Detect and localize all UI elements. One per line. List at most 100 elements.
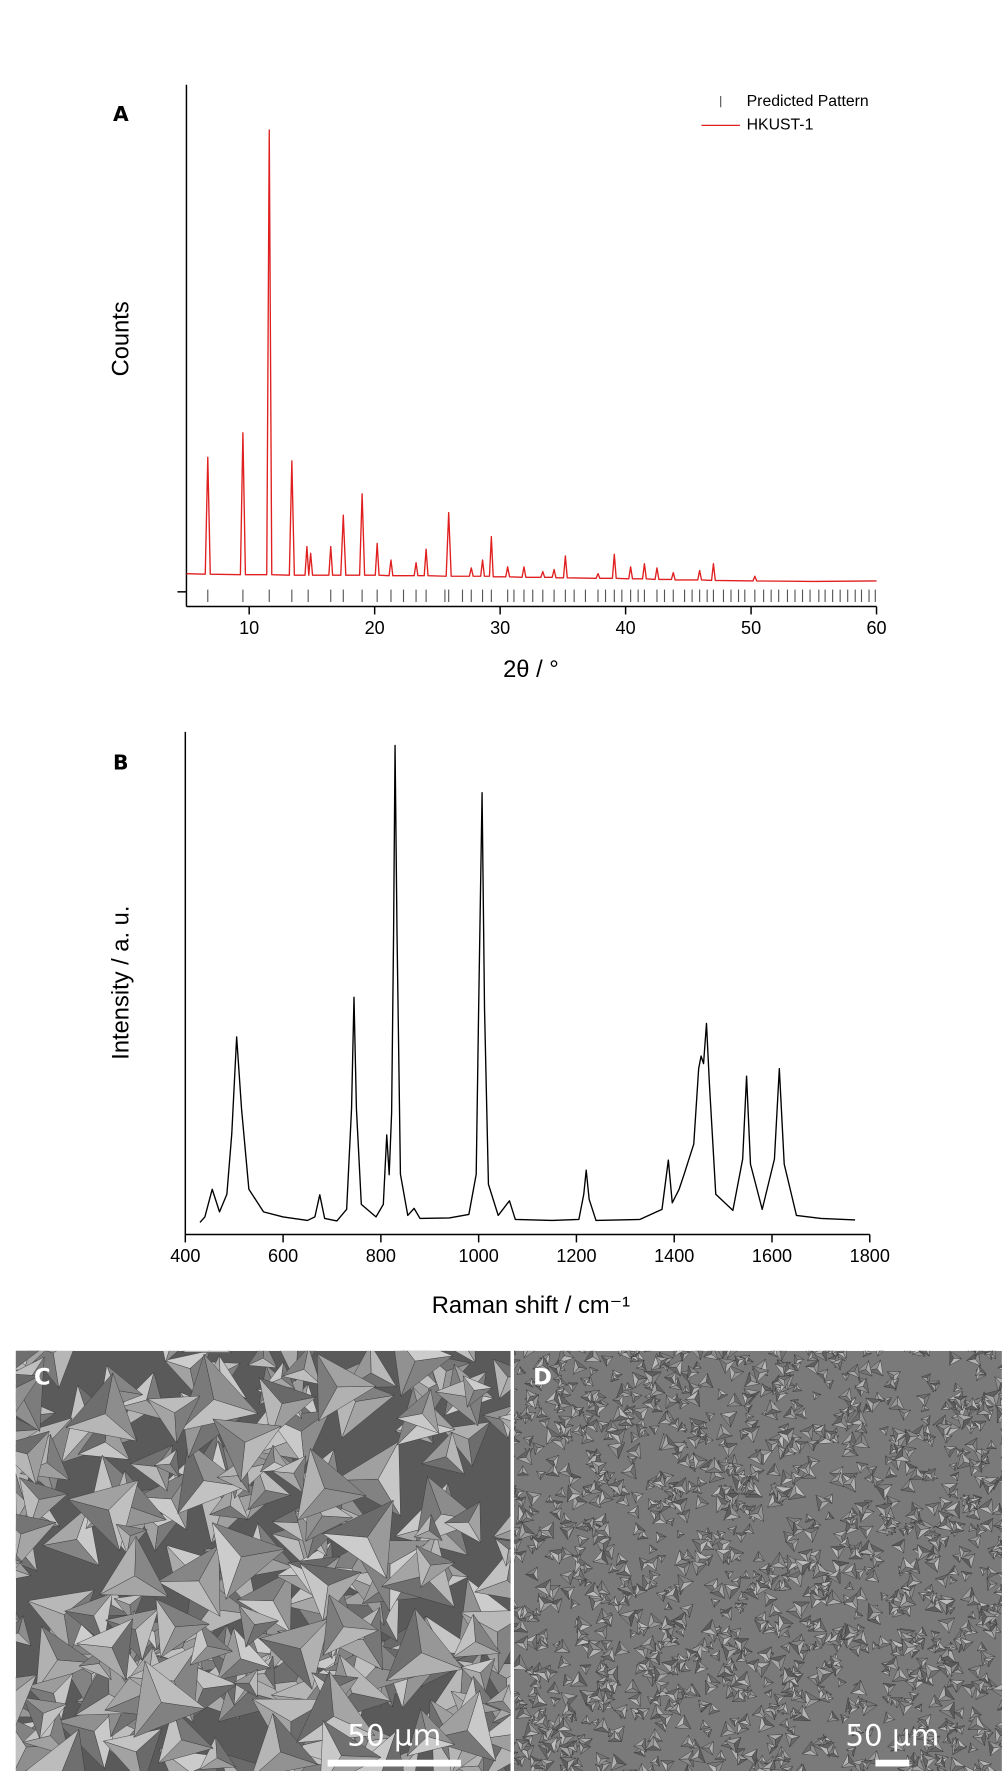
crystal-face xyxy=(629,1345,645,1350)
crystal-face xyxy=(979,1342,986,1350)
crystal-face xyxy=(858,1341,866,1346)
crystal-face xyxy=(674,1341,687,1349)
crystal-face xyxy=(0,1323,3,1387)
crystal-face xyxy=(766,1346,774,1352)
crystal-face xyxy=(20,1331,80,1353)
crystal-face xyxy=(636,1336,645,1349)
crystal-face xyxy=(810,1332,817,1349)
crystal-face xyxy=(810,1342,820,1346)
crystal-face xyxy=(725,1342,740,1350)
crystal-face xyxy=(0,1588,1,1624)
crystal-face xyxy=(840,1341,855,1346)
crystal-face xyxy=(863,1345,868,1352)
crystal-face xyxy=(683,1338,687,1345)
crystal-face xyxy=(970,1335,986,1340)
crystal-face xyxy=(978,1336,987,1350)
crystal-face xyxy=(823,1337,840,1344)
crystal-face xyxy=(702,1340,711,1346)
crystal-face xyxy=(708,1341,714,1347)
crystal-face xyxy=(840,1332,849,1344)
crystal-face xyxy=(897,1337,912,1344)
crystal-face xyxy=(636,1333,647,1339)
crystal-face xyxy=(848,1332,855,1346)
crystal-face xyxy=(971,1334,985,1341)
crystal-face xyxy=(971,1334,976,1349)
crystal-face xyxy=(649,1344,662,1349)
crystal-face xyxy=(864,1341,867,1351)
crystal-face xyxy=(585,1347,595,1351)
crystal-face xyxy=(868,1331,873,1347)
crystal-face xyxy=(795,1342,799,1351)
x-tick-label: 20 xyxy=(365,618,385,638)
crystal-face xyxy=(629,1336,637,1351)
scale-bar-label: 50 µm xyxy=(347,1719,441,1753)
crystal-face xyxy=(585,1341,590,1351)
crystal-face xyxy=(704,1335,709,1343)
crystal-face xyxy=(649,1336,658,1346)
crystal-face xyxy=(800,1332,817,1339)
crystal-face xyxy=(980,1345,992,1351)
crystal-face xyxy=(973,1339,985,1348)
crystal-face xyxy=(960,1346,969,1351)
crystal-face xyxy=(867,1344,871,1352)
panel-label: D xyxy=(533,1364,552,1390)
crystal-face xyxy=(0,1684,11,1736)
crystal-face xyxy=(810,1337,816,1345)
crystal-face xyxy=(968,1345,974,1350)
crystal-face xyxy=(523,1339,532,1345)
crystal-face xyxy=(771,1341,774,1351)
crystal-face xyxy=(971,1338,975,1345)
x-tick-label: 10 xyxy=(239,618,259,638)
crystal-face xyxy=(715,1340,724,1348)
crystal-face xyxy=(900,1343,909,1346)
crystal-face xyxy=(523,1342,537,1350)
crystal-face xyxy=(690,1345,705,1351)
crystal-face xyxy=(970,1335,978,1349)
crystal-face xyxy=(816,1337,820,1346)
crystal-face xyxy=(0,1372,10,1424)
crystal-face xyxy=(960,1341,969,1346)
crystal-face xyxy=(361,1333,407,1346)
crystal-face xyxy=(649,1338,659,1349)
crystal-face xyxy=(557,1343,568,1349)
crystal-face xyxy=(802,1341,818,1347)
crystal-face xyxy=(0,1731,18,1771)
crystal-face xyxy=(772,1346,789,1352)
crystal-face xyxy=(790,1342,799,1346)
crystal-face xyxy=(821,1335,826,1350)
crystal-face xyxy=(384,1307,407,1347)
crystal-face xyxy=(708,1340,711,1351)
crystal-face xyxy=(628,1345,640,1351)
crystal-face xyxy=(589,1341,596,1349)
crystal-face xyxy=(595,1333,601,1348)
crystal-face xyxy=(975,1340,985,1344)
crystal-face xyxy=(507,1337,515,1352)
crystal-face xyxy=(644,1338,650,1352)
crystal-face xyxy=(3,1352,15,1384)
crystal-face xyxy=(812,1335,825,1343)
crystal-face xyxy=(712,1339,715,1347)
crystal-face xyxy=(790,1344,796,1350)
scale-bar-label: 50 µm xyxy=(845,1719,939,1753)
crystal-face xyxy=(823,1337,830,1353)
crystal-face xyxy=(824,1341,835,1351)
crystal-face xyxy=(636,1339,647,1346)
crystal-face xyxy=(863,1344,871,1347)
crystal-face xyxy=(473,1333,507,1345)
crystal-face xyxy=(523,1345,533,1350)
crystal-face xyxy=(636,1333,640,1345)
crystal-face xyxy=(0,1731,18,1748)
crystal-face xyxy=(970,1340,976,1352)
crystal-face xyxy=(573,1340,583,1349)
crystal-face xyxy=(0,1732,17,1771)
crystal-face xyxy=(0,1322,8,1385)
crystal-face xyxy=(157,1324,194,1341)
crystal-face xyxy=(702,1346,711,1351)
crystal-face xyxy=(182,1310,207,1352)
crystal-face xyxy=(980,1338,991,1346)
crystal-face xyxy=(715,1345,731,1350)
crystal-face xyxy=(361,1307,384,1347)
crystal-face xyxy=(564,1337,568,1349)
